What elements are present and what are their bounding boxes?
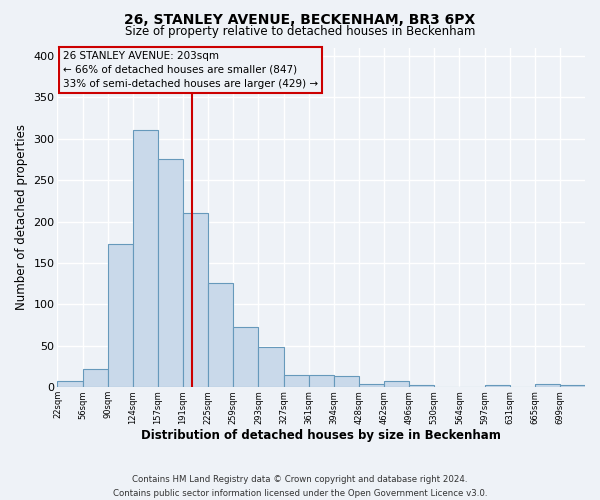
Bar [259, 346, 284, 388]
Bar [535, 384, 560, 388]
Bar [133, 130, 158, 388]
Bar [409, 385, 434, 388]
X-axis label: Distribution of detached houses by size in Beckenham: Distribution of detached houses by size … [141, 430, 501, 442]
Text: Size of property relative to detached houses in Beckenham: Size of property relative to detached ho… [125, 25, 475, 38]
Bar [384, 380, 409, 388]
Bar [308, 375, 334, 388]
Text: 26, STANLEY AVENUE, BECKENHAM, BR3 6PX: 26, STANLEY AVENUE, BECKENHAM, BR3 6PX [124, 12, 476, 26]
Text: 26 STANLEY AVENUE: 203sqm
← 66% of detached houses are smaller (847)
33% of semi: 26 STANLEY AVENUE: 203sqm ← 66% of detac… [63, 51, 318, 89]
Text: Contains HM Land Registry data © Crown copyright and database right 2024.
Contai: Contains HM Land Registry data © Crown c… [113, 476, 487, 498]
Bar [208, 283, 233, 388]
Bar [284, 375, 308, 388]
Bar [183, 214, 208, 388]
Y-axis label: Number of detached properties: Number of detached properties [15, 124, 28, 310]
Bar [334, 376, 359, 388]
Bar [83, 369, 108, 388]
Bar [158, 160, 183, 388]
Bar [58, 382, 83, 388]
Bar [108, 244, 133, 388]
Bar [485, 385, 509, 388]
Bar [359, 384, 384, 388]
Bar [560, 385, 585, 388]
Bar [233, 327, 259, 388]
